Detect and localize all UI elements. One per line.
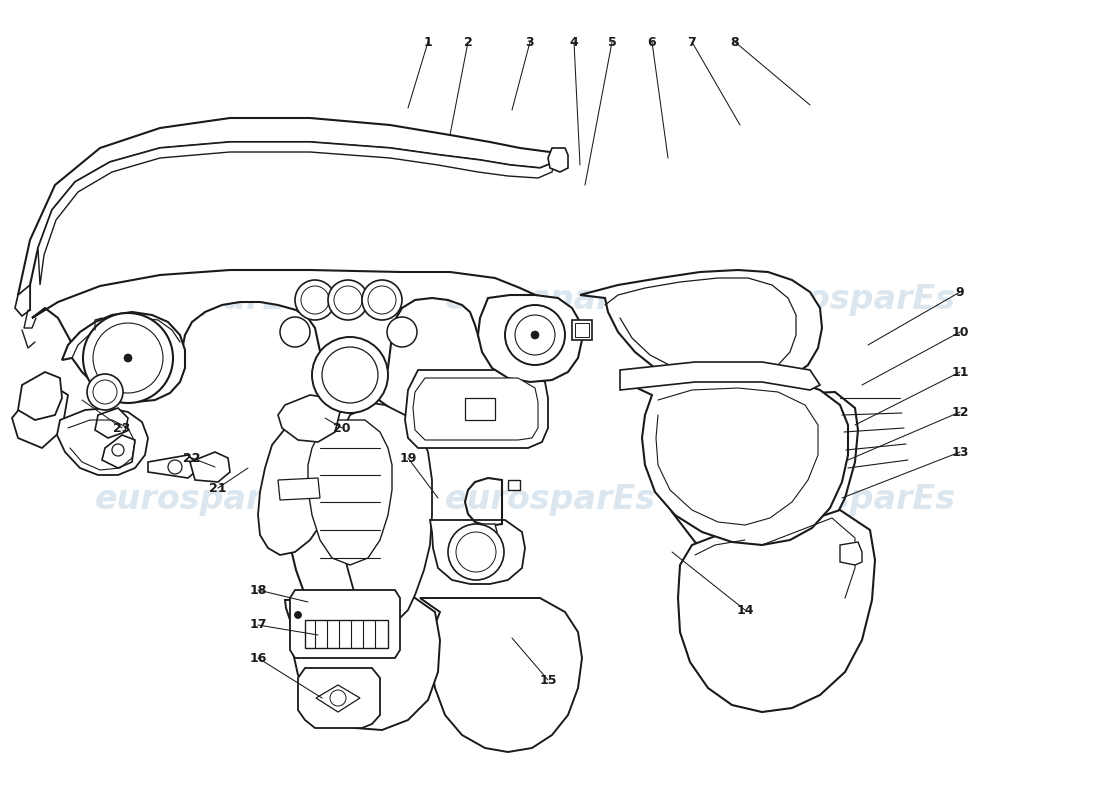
Text: eurosparEs: eurosparEs [745,483,956,517]
Polygon shape [57,408,149,475]
Circle shape [295,280,336,320]
Text: 11: 11 [952,366,969,378]
Text: 17: 17 [250,618,266,631]
Text: eurosparEs: eurosparEs [444,283,656,317]
Text: 4: 4 [570,35,579,49]
Text: 2: 2 [463,35,472,49]
Polygon shape [508,480,520,490]
Polygon shape [652,392,858,572]
Circle shape [322,347,378,403]
Circle shape [87,374,123,410]
Polygon shape [148,455,195,478]
Polygon shape [12,385,68,448]
Circle shape [124,354,132,362]
Text: 19: 19 [399,451,417,465]
Circle shape [328,280,369,320]
Circle shape [334,286,362,314]
Polygon shape [62,312,185,402]
Circle shape [295,612,301,618]
Text: 10: 10 [952,326,969,338]
Text: 6: 6 [648,35,657,49]
Text: eurosparEs: eurosparEs [95,283,306,317]
Polygon shape [430,520,525,584]
Polygon shape [258,415,342,555]
Text: 21: 21 [209,482,227,494]
Circle shape [448,524,504,580]
Text: 9: 9 [956,286,965,298]
Polygon shape [548,148,568,172]
Circle shape [531,331,539,339]
Text: 22: 22 [184,451,200,465]
Polygon shape [283,395,422,638]
Text: 20: 20 [333,422,351,434]
Text: 23: 23 [113,422,131,434]
Circle shape [387,317,417,347]
Text: 5: 5 [607,35,616,49]
Circle shape [94,380,117,404]
Circle shape [505,305,565,365]
Polygon shape [298,668,380,728]
Polygon shape [620,362,820,390]
Polygon shape [840,542,862,565]
Polygon shape [308,420,392,565]
Polygon shape [620,375,848,545]
Polygon shape [572,320,592,340]
Text: 3: 3 [526,35,535,49]
Polygon shape [290,590,400,658]
Text: 1: 1 [424,35,432,49]
Polygon shape [18,118,560,310]
Polygon shape [18,372,62,420]
Circle shape [312,337,388,413]
Text: eurosparEs: eurosparEs [444,483,656,517]
Polygon shape [316,685,360,712]
Text: 15: 15 [539,674,557,686]
Polygon shape [465,398,495,420]
Polygon shape [478,295,582,382]
Text: 8: 8 [730,35,739,49]
Text: 16: 16 [250,651,266,665]
Polygon shape [278,478,320,500]
Polygon shape [480,524,497,545]
Polygon shape [575,323,589,337]
Polygon shape [190,452,230,482]
Polygon shape [95,408,128,438]
Circle shape [94,323,163,393]
Circle shape [112,444,124,456]
Polygon shape [32,270,560,398]
Polygon shape [420,598,582,752]
Circle shape [301,286,329,314]
Circle shape [456,532,496,572]
Polygon shape [285,598,440,730]
Polygon shape [412,378,538,440]
Text: 7: 7 [688,35,696,49]
Polygon shape [39,142,556,285]
Text: eurosparEs: eurosparEs [95,483,306,517]
Text: 14: 14 [736,603,754,617]
Circle shape [362,280,402,320]
Polygon shape [278,395,340,442]
Text: 18: 18 [250,583,266,597]
Text: 12: 12 [952,406,969,418]
Circle shape [280,317,310,347]
Polygon shape [15,285,30,316]
Circle shape [168,460,182,474]
Circle shape [368,286,396,314]
Polygon shape [102,435,135,468]
Circle shape [515,315,556,355]
Polygon shape [405,370,548,448]
Polygon shape [678,510,875,712]
Text: 13: 13 [952,446,969,458]
Circle shape [82,313,173,403]
Polygon shape [288,402,432,620]
Text: eurosparEs: eurosparEs [745,283,956,317]
Polygon shape [305,620,388,648]
Circle shape [330,690,346,706]
Polygon shape [580,270,822,388]
